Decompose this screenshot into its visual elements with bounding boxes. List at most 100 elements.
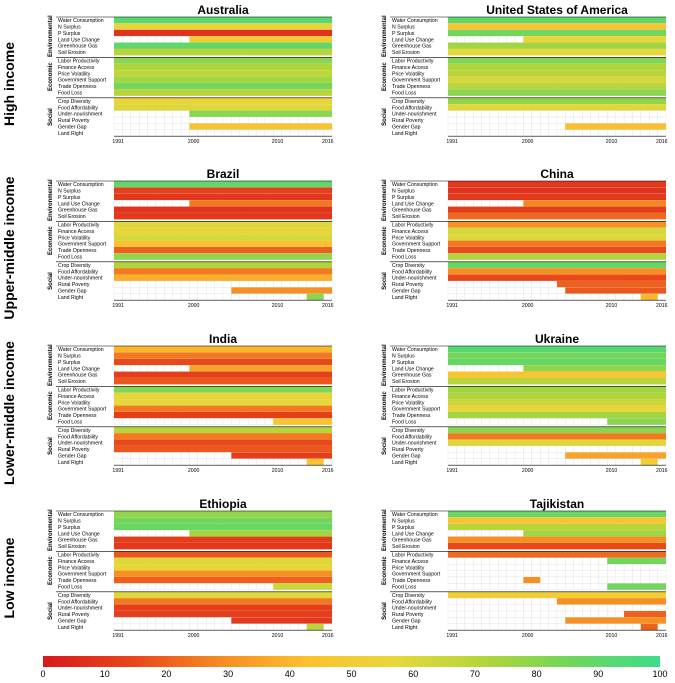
- indicator-label: Finance Access: [58, 229, 95, 235]
- heat-cell: [448, 523, 666, 531]
- heat-cell: [189, 36, 332, 43]
- heat-cell-empty: [498, 564, 507, 571]
- heat-cell-empty: [573, 570, 583, 578]
- legend-tick-label: 40: [285, 669, 295, 679]
- heat-cell-empty: [189, 458, 198, 466]
- panel-title: Tajikistan: [530, 497, 584, 511]
- heat-cell: [114, 405, 332, 412]
- heat-cell-empty: [615, 445, 625, 453]
- heat-cell-empty: [565, 570, 574, 578]
- heat-cell-empty: [514, 623, 524, 631]
- heat-cell-empty: [582, 570, 591, 578]
- heat-cell-empty: [489, 116, 499, 124]
- heat-cell-empty: [489, 287, 499, 294]
- heat-cell: [114, 206, 332, 213]
- heat-cell-empty: [189, 617, 198, 624]
- indicator-label: Gender Gap: [58, 454, 87, 460]
- heat-cell-empty: [473, 623, 482, 631]
- heat-cell-empty: [657, 564, 667, 571]
- heat-cell-empty: [248, 293, 257, 301]
- heat-cell-empty: [155, 36, 165, 43]
- indicator-label: Labor Productivity: [392, 59, 434, 65]
- heat-cell-empty: [155, 280, 165, 288]
- heat-cell-empty: [498, 200, 507, 207]
- heat-cell-empty: [607, 570, 616, 578]
- heat-cell-empty: [531, 610, 541, 618]
- heat-cell-empty: [447, 365, 457, 372]
- heat-cell-empty: [514, 293, 524, 301]
- heat-cell-empty: [582, 418, 591, 425]
- heat-cell-empty: [456, 598, 465, 605]
- heat-cell-empty: [323, 623, 333, 631]
- heat-cell-empty: [548, 617, 558, 624]
- heat-cell-empty: [172, 280, 182, 288]
- indicator-group-label: Social: [48, 437, 54, 455]
- heat-cell-empty: [540, 604, 549, 612]
- heat-cell-empty: [498, 610, 507, 618]
- indicator-label: N Surplus: [58, 25, 81, 31]
- heat-cell-empty: [649, 129, 658, 137]
- heat-cell-empty: [632, 570, 641, 578]
- heat-cell-empty: [607, 445, 616, 453]
- heat-cell-empty: [130, 452, 140, 459]
- heat-cell-empty: [640, 110, 650, 118]
- heat-cell-empty: [523, 445, 532, 453]
- indicator-label: Food Affordability: [392, 599, 432, 605]
- heat-cell-empty: [206, 293, 215, 301]
- heat-cell-empty: [548, 116, 558, 124]
- heat-cell-empty: [498, 530, 507, 537]
- heat-cell-empty: [506, 530, 516, 537]
- heat-cell-empty: [590, 445, 600, 453]
- heat-cell-empty: [122, 129, 131, 137]
- heat-cell-empty: [582, 576, 591, 584]
- heat-cell-empty: [273, 623, 282, 631]
- heat-cell: [448, 412, 666, 419]
- heat-cell-empty: [640, 604, 650, 612]
- heat-cell-empty: [447, 280, 457, 288]
- heat-cell-empty: [206, 116, 215, 124]
- indicator-label: Land Right: [58, 460, 84, 466]
- heat-cell-empty: [481, 123, 491, 130]
- indicator-label: Greenhouse Gas: [58, 538, 98, 544]
- heat-cell-empty: [197, 116, 207, 124]
- heat-cell-empty: [147, 418, 157, 425]
- heat-cell-empty: [447, 116, 457, 124]
- legend-tick-label: 80: [532, 669, 542, 679]
- heat-cell-empty: [481, 530, 491, 537]
- heat-cell-empty: [498, 604, 507, 612]
- heat-cell-empty: [548, 604, 558, 612]
- year-tick-label: 2010: [606, 468, 618, 474]
- heat-cell: [114, 70, 332, 77]
- heat-cell: [607, 583, 666, 590]
- heat-cell-empty: [590, 570, 600, 578]
- heat-cell-empty: [456, 200, 465, 207]
- heat-cell-empty: [464, 583, 474, 590]
- heat-cell-empty: [506, 452, 516, 459]
- heat-cell-empty: [489, 564, 499, 571]
- heat-cell-empty: [573, 576, 583, 584]
- indicator-group-label: Social: [48, 602, 54, 620]
- heat-cell-empty: [189, 623, 198, 631]
- indicator-label: Food Loss: [58, 420, 83, 426]
- heat-cell-empty: [214, 280, 224, 288]
- heat-cell-empty: [464, 452, 474, 459]
- heat-cell-empty: [256, 583, 266, 590]
- heat-cell-empty: [456, 570, 465, 578]
- heat-cell-empty: [155, 583, 165, 590]
- heat-cell-empty: [514, 617, 524, 624]
- year-tick-label: 2016: [322, 303, 334, 309]
- indicator-label: Labor Productivity: [392, 388, 434, 394]
- heat-cell-empty: [464, 604, 474, 612]
- heat-cell-empty: [180, 110, 190, 118]
- panel-title: Ukraine: [535, 332, 579, 346]
- heat-cell-empty: [197, 617, 207, 624]
- heat-cell: [114, 570, 332, 577]
- heat-cell-empty: [464, 617, 474, 624]
- heat-cell-empty: [481, 452, 491, 459]
- heat-cell-empty: [464, 458, 474, 466]
- heat-cell-empty: [573, 557, 583, 565]
- heat-cell-empty: [498, 418, 507, 425]
- heat-cell-empty: [506, 623, 516, 631]
- heat-cell-empty: [531, 293, 541, 301]
- heat-cell-empty: [130, 110, 140, 118]
